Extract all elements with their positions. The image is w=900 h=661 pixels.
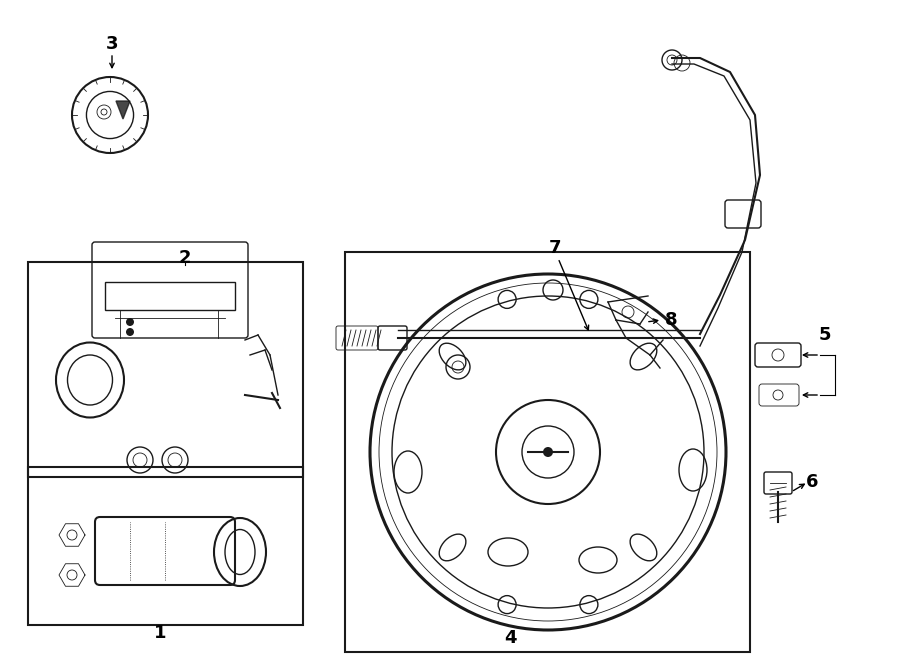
Text: 7: 7	[549, 239, 562, 257]
Polygon shape	[116, 101, 130, 119]
Text: 1: 1	[154, 624, 166, 642]
Text: 5: 5	[819, 326, 832, 344]
Bar	[345, 252, 750, 652]
Bar	[28, 262, 303, 477]
Text: 2: 2	[179, 249, 191, 267]
Circle shape	[126, 328, 134, 336]
Text: 8: 8	[665, 311, 678, 329]
Circle shape	[543, 447, 553, 457]
Circle shape	[126, 318, 134, 326]
Text: 4: 4	[504, 629, 517, 647]
Bar	[28, 467, 303, 625]
Text: 6: 6	[806, 473, 818, 491]
Bar	[105, 282, 235, 310]
Text: 3: 3	[106, 35, 118, 53]
